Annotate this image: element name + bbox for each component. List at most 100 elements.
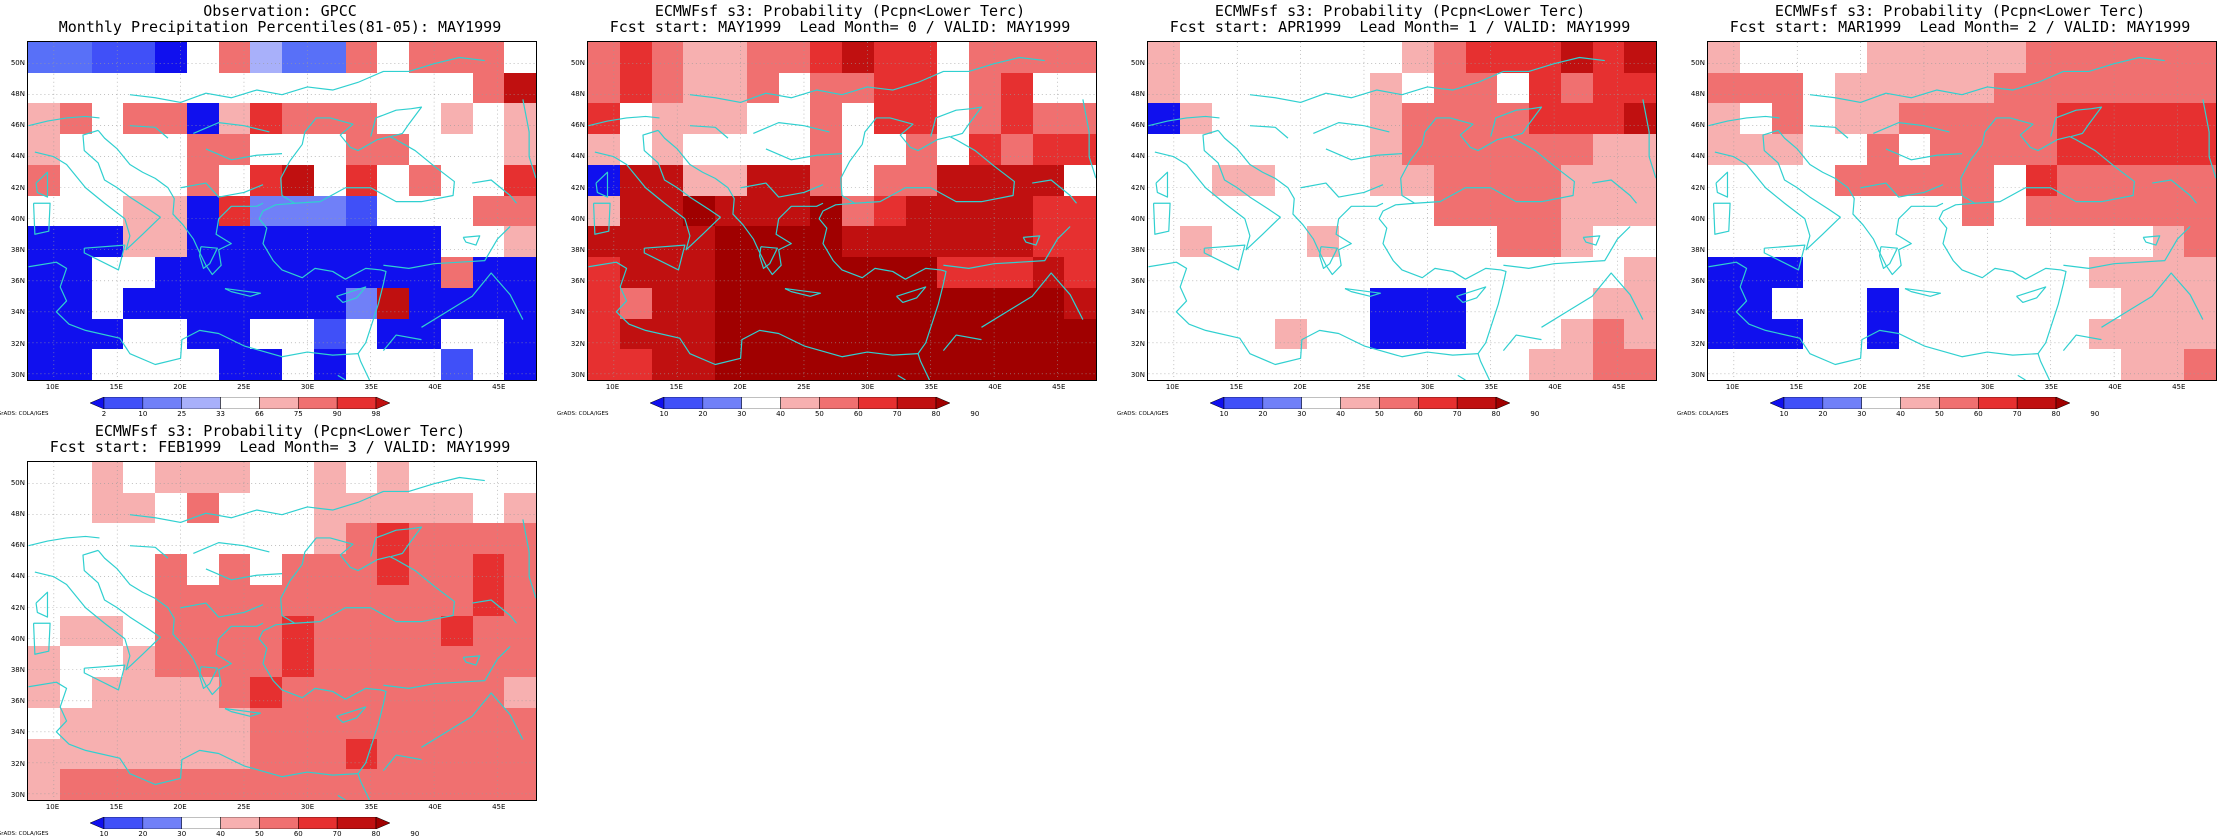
grid-cell	[1148, 195, 1180, 227]
grid-cell	[2089, 287, 2121, 319]
grid-cell	[715, 257, 747, 288]
grid-cell	[186, 646, 219, 678]
grid-cell	[1497, 103, 1529, 135]
grid-cell	[2120, 103, 2153, 135]
colorbar-segment	[896, 396, 937, 410]
grid-cell	[123, 707, 155, 739]
grid-cell	[155, 103, 187, 135]
colorbar-label: 70	[332, 830, 342, 838]
grid-cell	[155, 462, 187, 493]
colorbar-label: 10	[1779, 410, 1789, 418]
grid-cell	[282, 72, 314, 104]
grid-cell	[651, 103, 684, 135]
grid-cell	[1835, 195, 1867, 227]
grid-cell	[250, 738, 282, 770]
lat-tick-label: 44N	[1130, 152, 1145, 161]
grid-cell	[2152, 287, 2185, 319]
coastline	[28, 261, 359, 366]
coastline	[1325, 148, 1403, 161]
grid-cell	[28, 492, 60, 524]
grid-cell	[746, 287, 779, 319]
grid-cell	[1624, 103, 1656, 135]
colorbar-segment	[220, 816, 260, 830]
grid-cell	[2120, 134, 2153, 165]
grid-cell	[1402, 195, 1434, 227]
map-frame	[587, 41, 1097, 381]
lat-tick-label: 40N	[1690, 214, 1705, 223]
grid-cell	[282, 42, 314, 73]
coastline	[1148, 261, 1479, 366]
coastline	[1148, 115, 1220, 127]
grid-cell	[59, 134, 92, 165]
grid-cell	[1497, 257, 1529, 288]
grid-cell	[472, 318, 505, 350]
grid-cell	[186, 707, 219, 739]
grid-cell	[377, 769, 409, 800]
grid-cell	[377, 164, 409, 196]
grid-cell	[1624, 349, 1656, 380]
grid-cell	[345, 226, 378, 258]
grid-cell	[377, 287, 409, 319]
coastline	[28, 115, 100, 127]
coastline	[129, 125, 169, 139]
colorbar-end-triangle	[935, 396, 951, 410]
grid-cell	[683, 318, 715, 350]
grid-cell	[377, 646, 409, 678]
grid-cell	[715, 103, 747, 135]
lat-tick-label: 48N	[1690, 90, 1705, 99]
grid-cell	[28, 103, 60, 135]
colorbar-segment	[2016, 396, 2057, 410]
grid-cell	[1835, 134, 1867, 165]
lat-tick-label: 38N	[10, 665, 25, 674]
lat-tick-label: 50N	[1690, 58, 1705, 67]
coastline	[1154, 129, 1281, 251]
grid-cell	[504, 164, 536, 196]
grid-cell	[683, 257, 715, 288]
lat-tick-label: 30N	[10, 790, 25, 799]
coastline	[1203, 244, 1246, 271]
grid-cell	[186, 349, 219, 380]
grid-cell	[1402, 226, 1434, 258]
lon-tick-label: 40E	[988, 383, 1002, 391]
grid-cell	[1064, 257, 1096, 288]
grid-cell	[588, 195, 620, 227]
coastline	[2017, 374, 2026, 380]
grid-cell	[905, 257, 938, 288]
grid-cell	[91, 615, 124, 647]
coastline	[689, 125, 729, 139]
grid-cell	[905, 42, 938, 73]
grid-cell	[155, 42, 187, 73]
grid-cell	[409, 738, 441, 770]
coastline	[1878, 246, 1898, 269]
coastline	[370, 526, 423, 558]
grid-cell	[123, 677, 155, 708]
grid-cell	[313, 677, 346, 708]
grid-cell	[1402, 72, 1434, 104]
grid-cell	[345, 72, 378, 104]
coastline	[337, 374, 346, 380]
grid-cell	[1592, 72, 1625, 104]
grid-cell	[1402, 42, 1434, 73]
grid-cell	[1064, 349, 1096, 380]
grid-cell	[715, 42, 747, 73]
coastline	[2050, 106, 2103, 138]
grid-cell	[1465, 42, 1498, 73]
lat-tick-label: 50N	[10, 478, 25, 487]
grid-cell	[1708, 226, 1740, 258]
grid-cell	[1000, 226, 1033, 258]
grid-cell	[1739, 226, 1772, 258]
grid-cell	[2089, 349, 2121, 380]
grid-cell	[2025, 72, 2058, 104]
grid-cell	[937, 318, 969, 350]
grid-cell	[1771, 103, 1804, 135]
grid-cell	[588, 42, 620, 73]
grid-cell	[1402, 103, 1434, 135]
grid-cell	[1370, 195, 1402, 227]
grid-cell	[1064, 164, 1096, 196]
colorbar-label: 25	[177, 410, 187, 418]
grid-cell	[2025, 164, 2058, 196]
grads-watermark: GrADS: COLA/IGES	[0, 411, 49, 417]
lat-tick-label: 48N	[10, 510, 25, 519]
grid-cell	[218, 349, 251, 380]
grid-cell	[746, 42, 779, 73]
